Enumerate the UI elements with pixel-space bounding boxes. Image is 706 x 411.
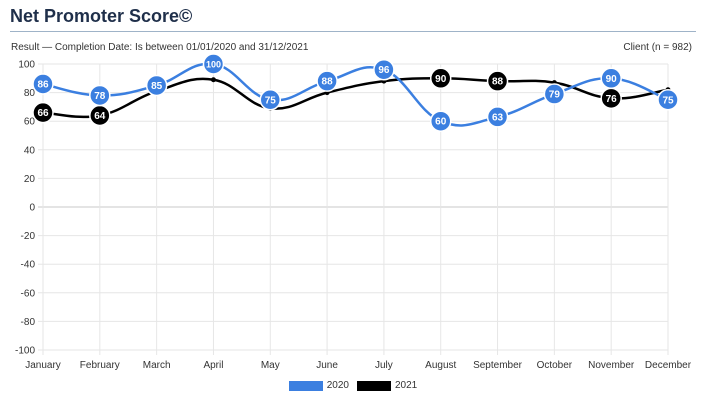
x-tick-label: October <box>537 360 573 371</box>
y-tick-label: -20 <box>21 231 36 242</box>
data-label-2021: 88 <box>492 77 504 88</box>
legend-swatch-2020 <box>288 380 323 391</box>
y-tick-label: 0 <box>29 203 35 214</box>
data-label-2020: 79 <box>549 90 561 101</box>
data-point-2020 <box>486 106 509 128</box>
x-tick-label: July <box>375 360 393 371</box>
data-point-2020 <box>600 67 622 90</box>
data-label-layer: 66 64 90 88 76 86 78 85 100 75 88 96 60 63 79 90 75 <box>32 53 679 132</box>
chart-title: Net Promoter Score© <box>10 6 193 26</box>
data-point-2020 <box>316 70 338 92</box>
data-label-2020: 88 <box>322 77 334 88</box>
data-label-2020: 63 <box>492 112 504 123</box>
data-point-2020 <box>145 74 168 97</box>
data-label-2021: 66 <box>37 108 49 119</box>
data-label-2020: 100 <box>206 60 221 70</box>
data-point-2020 <box>89 84 111 107</box>
y-tick-label: 80 <box>24 88 36 99</box>
x-tick-label: November <box>588 360 635 371</box>
data-point-2020 <box>202 53 225 75</box>
data-label-2020: 60 <box>435 117 447 128</box>
x-tick-label: June <box>316 360 338 371</box>
grid-layer <box>38 63 669 355</box>
legend-item-2020[interactable]: 2020 <box>288 380 349 391</box>
data-point-2020 <box>429 110 452 132</box>
chart-filter-description: Result — Completion Date: Is between 01/… <box>11 42 309 53</box>
legend-label-2020: 2020 <box>326 380 349 391</box>
y-tick-label: -60 <box>21 288 36 299</box>
x-tick-label: February <box>80 360 120 371</box>
data-label-2020: 96 <box>378 65 390 76</box>
y-tick-label: 100 <box>18 60 35 71</box>
data-label-2021: 64 <box>94 111 106 122</box>
data-point-2020 <box>657 89 679 111</box>
x-tick-label: March <box>143 360 171 371</box>
data-label-2020: 78 <box>94 91 106 102</box>
y-tick-label: 40 <box>24 145 36 156</box>
x-tick-label: September <box>473 360 523 371</box>
series-line-2021 <box>42 77 669 119</box>
data-point-2021 <box>32 101 54 124</box>
data-point-2021 <box>210 77 216 83</box>
y-tick-label: 60 <box>24 117 36 128</box>
data-label-2021: 76 <box>606 94 618 105</box>
data-label-2020: 85 <box>151 81 163 92</box>
y-tick-label: 20 <box>24 174 36 185</box>
legend: 2020 2021 <box>0 380 706 391</box>
data-point-2021 <box>429 67 452 90</box>
data-point-2020 <box>543 83 566 105</box>
legend-label-2021: 2021 <box>395 380 418 391</box>
axis-layer: 100 80 60 40 20 0 -20 -40 -60 -80 -100 January Febru… <box>15 60 692 372</box>
y-tick-label: -80 <box>21 317 36 328</box>
data-point-2020 <box>259 89 282 111</box>
data-label-2020: 90 <box>606 74 618 85</box>
data-label-2020: 75 <box>265 95 277 106</box>
legend-item-2021[interactable]: 2021 <box>357 380 417 391</box>
x-tick-label: August <box>425 360 456 371</box>
client-count: Client (n = 982) <box>623 42 692 53</box>
title-divider <box>10 31 696 32</box>
data-point-2020 <box>32 73 54 95</box>
data-label-2021: 90 <box>435 74 447 85</box>
series-line-2020 <box>42 62 669 127</box>
data-point-2021 <box>486 70 509 92</box>
legend-swatch-2021 <box>357 380 391 391</box>
data-label-2020: 86 <box>37 80 49 91</box>
x-tick-label: May <box>261 360 280 371</box>
x-tick-label: December <box>645 360 692 371</box>
data-point-2020 <box>373 58 395 81</box>
series-layer <box>42 62 671 127</box>
x-tick-label: January <box>25 360 61 371</box>
y-tick-label: -100 <box>15 346 35 357</box>
y-tick-label: -40 <box>21 260 36 271</box>
line-chart: 100 80 60 40 20 0 -20 -40 -60 -80 -100 January Febru… <box>15 53 692 372</box>
x-tick-label: April <box>203 360 223 371</box>
data-label-2020: 75 <box>662 95 674 106</box>
